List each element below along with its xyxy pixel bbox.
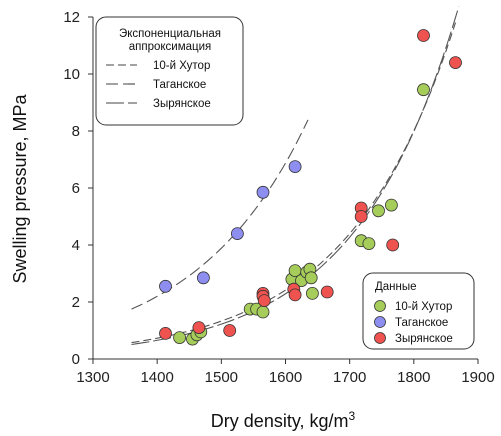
x-tick-label: 1600	[269, 369, 302, 386]
data-point-Зырянское	[386, 238, 400, 252]
y-tick-label: 0	[72, 351, 80, 368]
fit-line-Таганское	[131, 119, 309, 310]
data-point-Зырянское	[417, 29, 430, 42]
data-point-Таганское	[159, 279, 172, 293]
x-axis-title-superscript: 3	[349, 409, 356, 423]
fit-line-Зырянское	[131, 6, 460, 346]
y-tick-label: 12	[63, 9, 80, 26]
x-axis-title: Dry density, kg/m3	[211, 409, 356, 431]
data-legend-box	[362, 272, 475, 350]
data-legend-label-10: 10-й Хутор	[395, 301, 452, 313]
x-tick-label: 1300	[76, 369, 109, 386]
ticks: 1300 1400 1500 1600 1700 1800 1900 0 2 4 6 8 10 12	[63, 9, 494, 386]
data-point-10-й Хутор	[304, 271, 318, 285]
data-point-10-й Хутор	[305, 286, 319, 300]
data-point-Зырянское	[354, 210, 368, 223]
data-point-Таганское	[288, 160, 302, 174]
x-tick-label: 1700	[333, 369, 366, 386]
data-legend-marker-10	[374, 300, 386, 312]
data-point-10-й Хутор	[256, 305, 270, 319]
y-tick-label: 2	[72, 294, 80, 311]
data-legend-marker-zyr	[374, 332, 386, 344]
x-tick-label: 1400	[140, 369, 173, 386]
data-legend-title: Данные	[375, 281, 417, 293]
fit-legend-title-line1: Экспоненциальная	[119, 28, 221, 40]
data-point-10-й Хутор	[372, 204, 385, 218]
data-point-10-й Хутор	[417, 83, 430, 97]
data-point-Зырянское	[159, 326, 172, 340]
data-legend-label-tag: Таганское	[395, 317, 448, 329]
data-point-10-й Хутор	[362, 237, 376, 251]
y-tick-label: 10	[63, 66, 80, 83]
data-point-Таганское	[230, 227, 244, 241]
y-axis-title: Swelling pressure, MPa	[10, 93, 30, 283]
data-point-Таганское	[256, 185, 270, 199]
data-point-10-й Хутор	[173, 331, 187, 345]
data-point-Таганское	[196, 271, 210, 285]
fit-legend-box	[95, 16, 244, 126]
data-points	[159, 29, 462, 346]
data-legend-label-zyr: Зырянское	[395, 333, 453, 345]
y-tick-label: 8	[72, 123, 80, 140]
y-tick-label: 6	[72, 180, 80, 197]
fit-legend-label-zyr: Зырянское	[153, 98, 211, 110]
data-point-10-й Хутор	[384, 198, 398, 212]
x-tick-label: 1800	[397, 369, 430, 386]
x-tick-label: 1500	[205, 369, 238, 386]
data-point-Зырянское	[320, 285, 334, 299]
fit-legend-title-line2: аппроксимация	[129, 41, 212, 53]
data-legend-marker-tag	[374, 316, 386, 328]
data-point-Зырянское	[257, 294, 271, 308]
data-legend: Данные 10-й Хутор Таганское Зырянское	[362, 272, 475, 350]
data-point-Зырянское	[192, 321, 206, 335]
data-point-Зырянское	[223, 324, 237, 337]
data-point-Зырянское	[449, 56, 462, 69]
x-tick-label: 1900	[461, 369, 494, 386]
data-point-Зырянское	[288, 288, 302, 302]
fit-legend-label-tag: Таганское	[153, 79, 206, 91]
fit-legend: Экспоненциальная аппроксимация 10-й Хуто…	[95, 16, 244, 126]
y-tick-label: 4	[72, 237, 80, 254]
fit-legend-label-10: 10-й Хутор	[153, 60, 210, 72]
